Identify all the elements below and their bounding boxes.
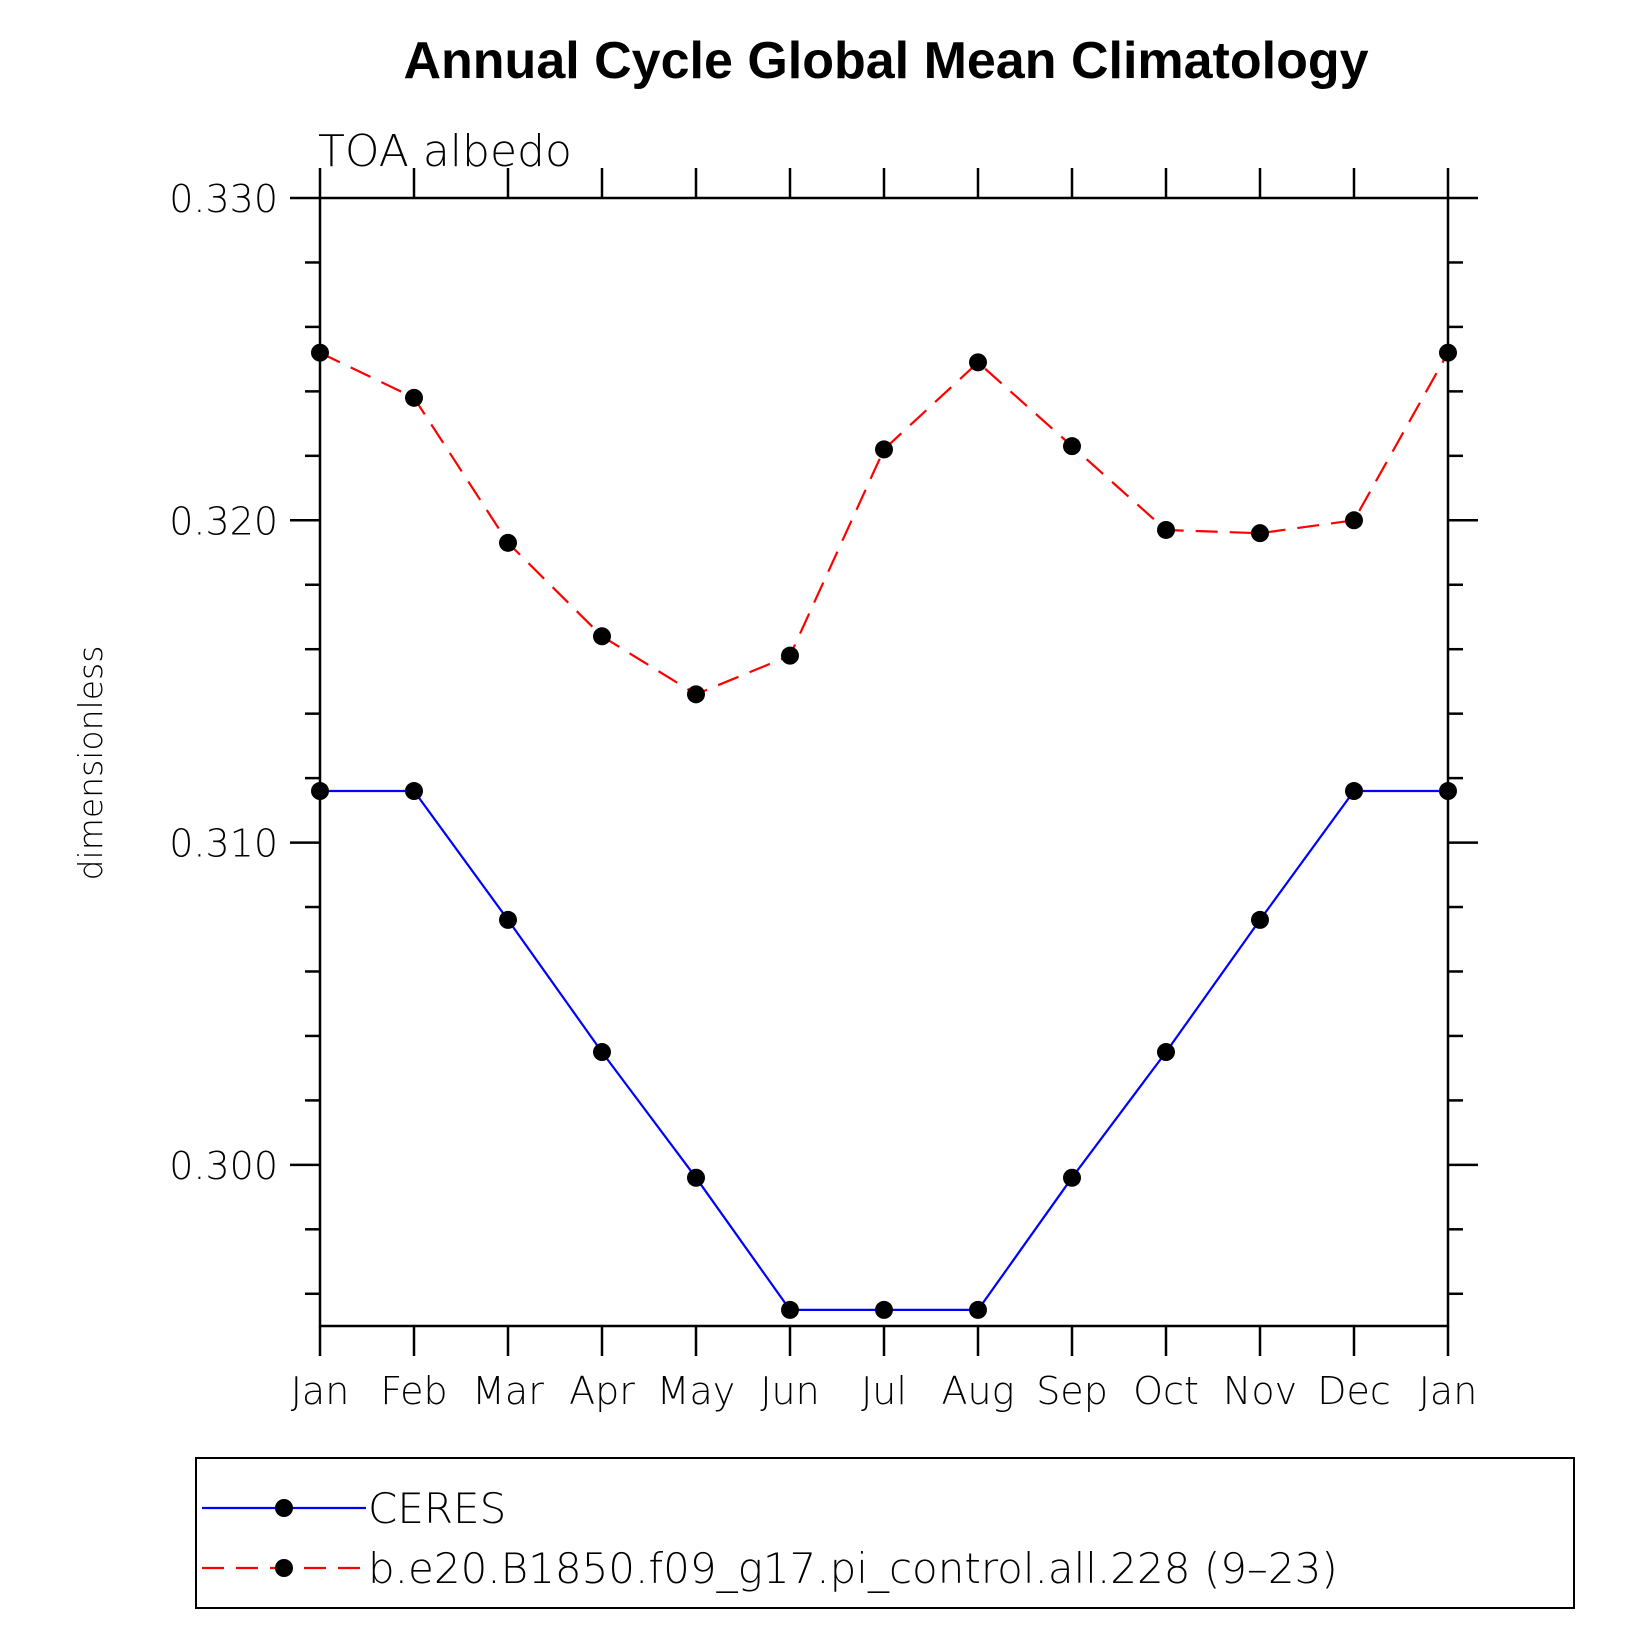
- x-tick-label: Apr: [569, 1369, 635, 1413]
- x-tick-label: Sep: [1036, 1369, 1108, 1413]
- legend-marker-1: [275, 1499, 293, 1517]
- data-point: [311, 782, 329, 801]
- x-tick-label: Jan: [1419, 1369, 1478, 1413]
- data-point: [405, 388, 423, 407]
- y-axis-ticks: 0.300 0.310 0.320 0.330: [169, 177, 1478, 1296]
- y-tick-label: 0.330: [169, 177, 278, 221]
- y-axis-label: dimensionless: [71, 646, 110, 881]
- data-point: [1157, 520, 1175, 539]
- x-tick-label: Jun: [760, 1369, 819, 1413]
- legend-marker-2: [275, 1559, 293, 1577]
- y-tick-label: 0.310: [169, 822, 278, 866]
- data-point: [969, 353, 987, 372]
- data-point: [1345, 782, 1363, 801]
- y-tick-label: 0.320: [169, 499, 278, 543]
- data-point: [875, 440, 893, 459]
- series-layer: [311, 343, 1457, 1319]
- data-point: [1251, 910, 1269, 929]
- x-tick-label: Mar: [472, 1369, 544, 1413]
- data-point: [1251, 524, 1269, 543]
- x-tick-label: May: [657, 1369, 736, 1413]
- data-point: [1157, 1043, 1175, 1062]
- legend-items: CERES b.e20.B1850.f09_g17.pi_control.all.…: [202, 1484, 1338, 1593]
- data-point: [687, 1168, 705, 1187]
- data-point: [1345, 511, 1363, 530]
- data-point: [593, 627, 611, 646]
- data-point: [875, 1300, 893, 1319]
- x-tick-label: Aug: [942, 1369, 1015, 1413]
- data-point: [405, 782, 423, 801]
- data-point: [969, 1300, 987, 1319]
- data-point: [781, 646, 799, 665]
- legend-box: [195, 1457, 1575, 1609]
- x-tick-label: Feb: [380, 1369, 447, 1413]
- data-point: [687, 685, 705, 704]
- legend-label-1: CERES: [368, 1484, 506, 1533]
- data-point: [499, 910, 517, 929]
- data-point: [593, 1043, 611, 1062]
- chart-subtitle: TOA albedo: [318, 126, 572, 177]
- legend: CERES b.e20.B1850.f09_g17.pi_control.all.…: [195, 1457, 1575, 1609]
- plot-frame: [318, 196, 1450, 1328]
- data-point: [311, 343, 329, 362]
- x-tick-label: Oct: [1133, 1369, 1199, 1413]
- data-point: [781, 1300, 799, 1319]
- x-tick-label: Dec: [1317, 1369, 1391, 1413]
- data-point: [1063, 437, 1081, 456]
- x-tick-label: Nov: [1223, 1369, 1297, 1413]
- y-tick-label: 0.300: [169, 1144, 278, 1188]
- data-point: [1439, 782, 1457, 801]
- x-tick-label: Jul: [861, 1369, 907, 1413]
- series-line-2: [319, 351, 1449, 696]
- series-line-1: [320, 789, 1448, 1312]
- data-point: [1063, 1168, 1081, 1187]
- data-point: [1439, 343, 1457, 362]
- data-point: [499, 533, 517, 552]
- chart-title: Annual Cycle Global Mean Climatology: [403, 32, 1368, 90]
- x-tick-label: Jan: [291, 1369, 350, 1413]
- legend-label-2: b.e20.B1850.f09_g17.pi_control.all.228 (…: [368, 1544, 1338, 1593]
- x-axis-ticks: Jan Feb Mar Apr May Jun Jul Aug Sep Oct Nov Dec Jan: [291, 168, 1478, 1413]
